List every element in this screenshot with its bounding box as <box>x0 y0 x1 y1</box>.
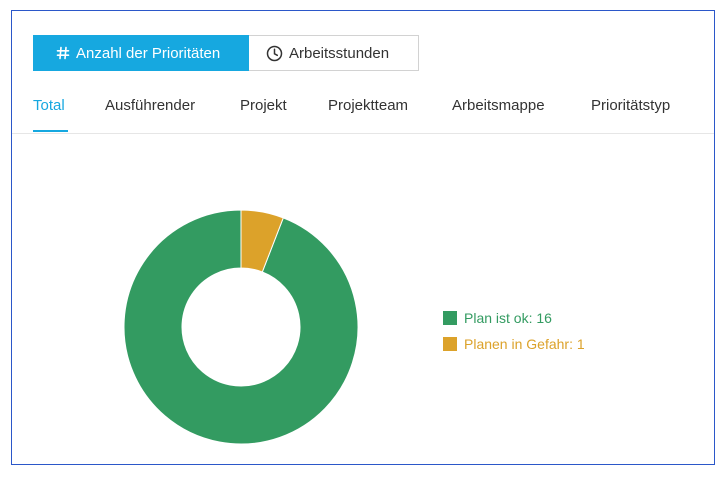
legend-item-plan-at-risk[interactable]: Planen in Gefahr: 1 <box>443 331 585 357</box>
tab-executor[interactable]: Ausführender <box>105 97 196 114</box>
count-toggle-label: Anzahl der Prioritäten <box>76 44 221 62</box>
grouping-tabs: Total Ausführender Projekt Projektteam A… <box>12 89 714 134</box>
donut-slice-plan-ist-ok[interactable] <box>123 209 359 445</box>
legend-swatch-plan-at-risk <box>443 337 457 351</box>
priorities-panel: Anzahl der Prioritäten Arbeitsstunden To… <box>11 10 715 465</box>
legend-label-plan-at-risk: Planen in Gefahr: 1 <box>464 336 585 352</box>
tab-priority-type[interactable]: Prioritätstyp <box>591 97 671 114</box>
legend-item-plan-ok[interactable]: Plan ist ok: 16 <box>443 305 585 331</box>
count-toggle-button[interactable]: Anzahl der Prioritäten <box>33 35 249 71</box>
tab-project[interactable]: Projekt <box>240 97 287 114</box>
legend-label-plan-ok: Plan ist ok: 16 <box>464 310 552 326</box>
hash-icon <box>56 46 70 60</box>
metric-toggle: Anzahl der Prioritäten Arbeitsstunden <box>33 35 419 71</box>
tab-project-team[interactable]: Projektteam <box>328 97 409 114</box>
chart-legend: Plan ist ok: 16 Planen in Gefahr: 1 <box>443 305 585 357</box>
legend-swatch-plan-ok <box>443 311 457 325</box>
status-donut-chart <box>123 209 359 445</box>
active-tab-indicator <box>33 130 68 132</box>
hours-toggle-button[interactable]: Arbeitsstunden <box>249 35 419 71</box>
tab-workbook[interactable]: Arbeitsmappe <box>452 97 545 114</box>
tab-total[interactable]: Total <box>33 97 65 114</box>
hours-toggle-label: Arbeitsstunden <box>289 44 390 62</box>
clock-icon <box>266 45 283 62</box>
donut-slice-planen-in-gefahr[interactable] <box>240 209 284 273</box>
